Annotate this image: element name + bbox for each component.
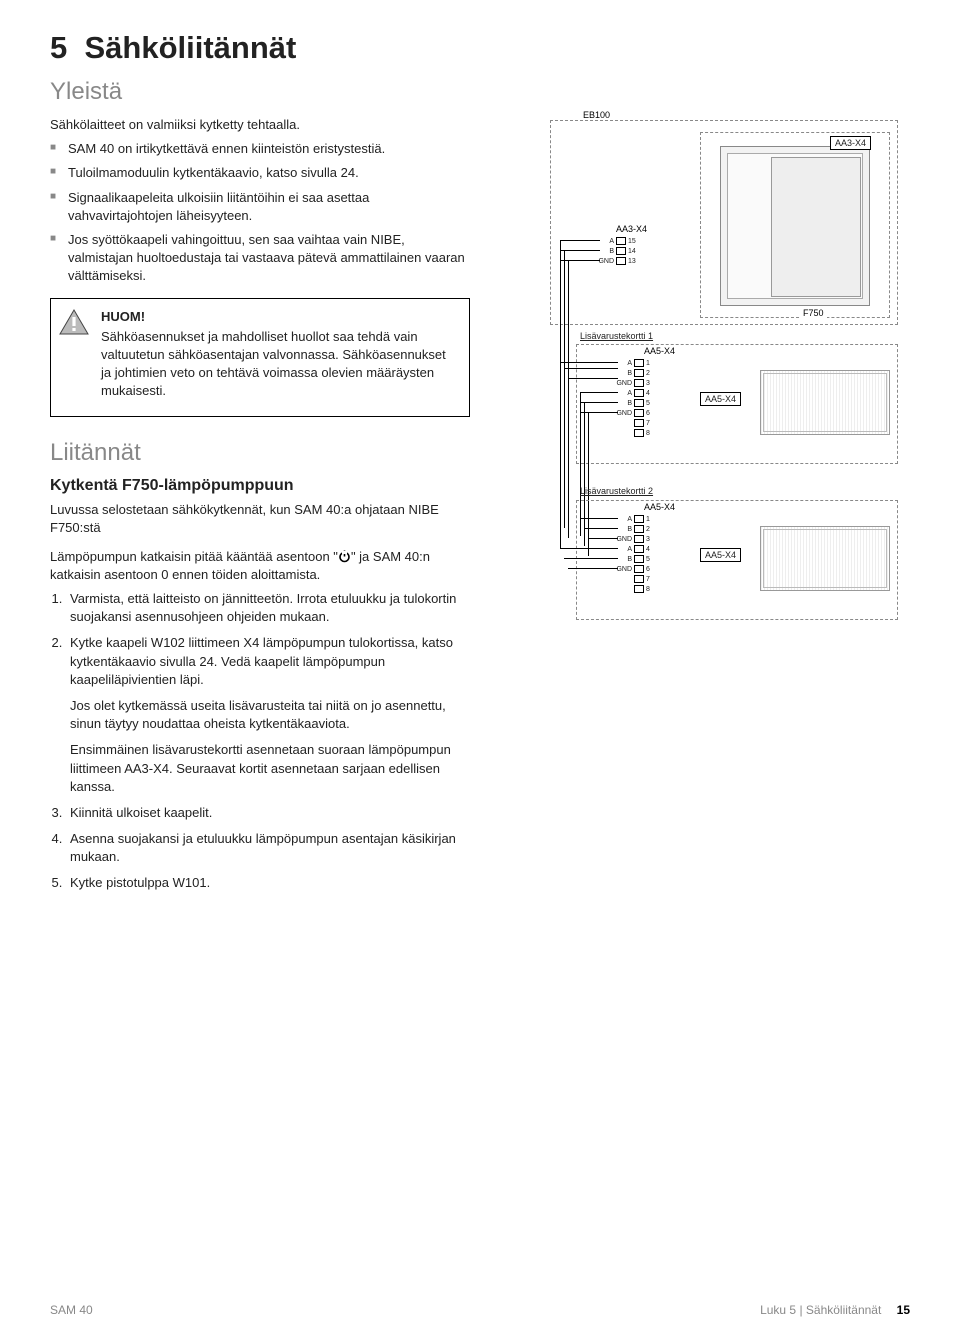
section-liitannat-heading: Liitännät [50,439,470,467]
step-2-extra1: Jos olet kytkemässä useita lisävarusteit… [70,697,470,733]
wire [580,518,581,536]
bullet-item: SAM 40 on irtikytkettävä ennen kiinteist… [50,140,470,158]
wire [588,538,618,539]
wire [564,558,618,559]
pcb-2 [760,526,890,591]
bullet-item: Jos syöttökaapeli vahingoittuu, sen saa … [50,231,470,286]
terminal-pin: 7 [616,574,650,584]
chapter-title: 5 Sähköliitännät [50,30,910,66]
left-column: Yleistä Sähkölaitteet on valmiiksi kytke… [50,78,470,901]
wire [584,528,618,529]
wire [564,250,565,368]
wire [560,378,561,538]
wire [560,548,618,549]
note-box: HUOM! Sähköasennukset ja mahdolliset huo… [50,298,470,418]
wire [580,412,618,413]
bullet-item: Signaalikaapeleita ulkoisiin liitäntöihi… [50,189,470,225]
terminal-pin: A4 [616,544,650,554]
wire [564,368,565,528]
wire [568,378,618,379]
terminal-pin: B2 [616,524,650,534]
liitannat-p1: Luvussa selostetaan sähkökytkennät, kun … [50,501,470,537]
terminal-pin: 8 [616,428,650,438]
step-2-extra2: Ensimmäinen lisävarustekortti asennetaan… [70,741,470,796]
footer-right: Luku 5 | Sähköliitännät 15 [760,1303,910,1317]
f750-device [720,146,870,306]
terminal-pin: A1 [616,358,650,368]
footer-section: Sähköliitännät [806,1303,881,1317]
aa5-x4-box-1: AA5-X4 [700,392,741,406]
note-title: HUOM! [101,309,457,324]
aa3-x4-box-label: AA3-X4 [830,136,871,150]
terminal-pin: B14 [598,246,636,256]
bullets-list: SAM 40 on irtikytkettävä ennen kiinteist… [50,140,470,285]
terminal-pin: GND3 [616,534,650,544]
note-body: Sähköasennukset ja mahdolliset huollot s… [101,328,457,401]
bullet-item: Tuloilmamoduulin kytkentäkaavio, katso s… [50,164,470,182]
terminal-pin: B5 [616,398,650,408]
card2-label: Lisävarustekortti 2 [580,486,653,496]
wire [560,240,561,378]
p2-part-a: Lämpöpumpun katkaisin pitää kääntää asen… [50,549,338,564]
terminal-pin: GND6 [616,408,650,418]
wire [564,368,618,369]
step-2-text: Kytke kaapeli W102 liittimeen X4 lämpöpu… [70,635,453,686]
aa5-x4-label-1: AA5-X4 [644,346,675,356]
wire [560,362,618,363]
terminal-pin: GND3 [616,378,650,388]
page-footer: SAM 40 Luku 5 | Sähköliitännät 15 [50,1303,910,1317]
wire [560,250,600,251]
terminal-pin: B5 [616,554,650,564]
aa3-x4-label: AA3-X4 [616,224,647,234]
terminal-pin: GND6 [616,564,650,574]
wiring-diagram: EB100 AA3-X4 F750 AA3-X4 A15B14GND13 Lis… [520,116,900,676]
terminal-pin: 8 [616,584,650,594]
right-column: EB100 AA3-X4 F750 AA3-X4 A15B14GND13 Lis… [520,78,910,676]
terminal-pin: B2 [616,368,650,378]
section-yleista-heading: Yleistä [50,78,470,106]
step-item: Varmista, että laitteisto on jännitteetö… [66,590,470,626]
liitannat-p2: Lämpöpumpun katkaisin pitää kääntää asen… [50,548,470,584]
footer-chapter: Luku 5 | [760,1303,802,1317]
step-item: Kytke pistotulppa W101. [66,874,470,892]
step-item: Kytke kaapeli W102 liittimeen X4 lämpöpu… [66,634,470,796]
aa5-x4-label-2: AA5-X4 [644,502,675,512]
subheading-f750: Kytkentä F750-lämpöpumppuun [50,477,470,495]
terminal-pin: A1 [616,514,650,524]
warning-icon [59,309,89,335]
wire [560,538,561,548]
chapter-name: Sähköliitännät [84,30,296,65]
wire [568,568,618,569]
power-icon [338,550,351,563]
wire [560,260,600,261]
intro-text: Sähkölaitteet on valmiiksi kytketty teht… [50,116,470,134]
terminal-pin: GND13 [598,256,636,266]
aa3-x4-terminal: A15B14GND13 [598,236,636,266]
terminal-pin: A15 [598,236,636,246]
eb100-label: EB100 [580,110,613,120]
step-item: Kiinnitä ulkoiset kaapelit. [66,804,470,822]
wire [580,392,618,393]
terminal-pin: A4 [616,388,650,398]
pcb-1 [760,370,890,435]
wire [568,260,569,378]
wire [580,518,618,519]
page-number: 15 [897,1303,910,1317]
wire [568,378,569,538]
wire [560,240,600,241]
terminal-pin: 7 [616,418,650,428]
step-item: Asenna suojakansi ja etuluukku lämpöpump… [66,830,470,866]
card1-label: Lisävarustekortti 1 [580,331,653,341]
wire [580,402,618,403]
wire [560,362,561,378]
footer-left: SAM 40 [50,1303,93,1317]
steps-list: Varmista, että laitteisto on jännitteetö… [66,590,470,893]
f750-label: F750 [800,308,827,318]
aa5-x4-box-2: AA5-X4 [700,548,741,562]
card1-terminal: A1B2GND3A4B5GND678 [616,358,650,438]
card2-terminal: A1B2GND3A4B5GND678 [616,514,650,594]
chapter-number: 5 [50,30,67,65]
